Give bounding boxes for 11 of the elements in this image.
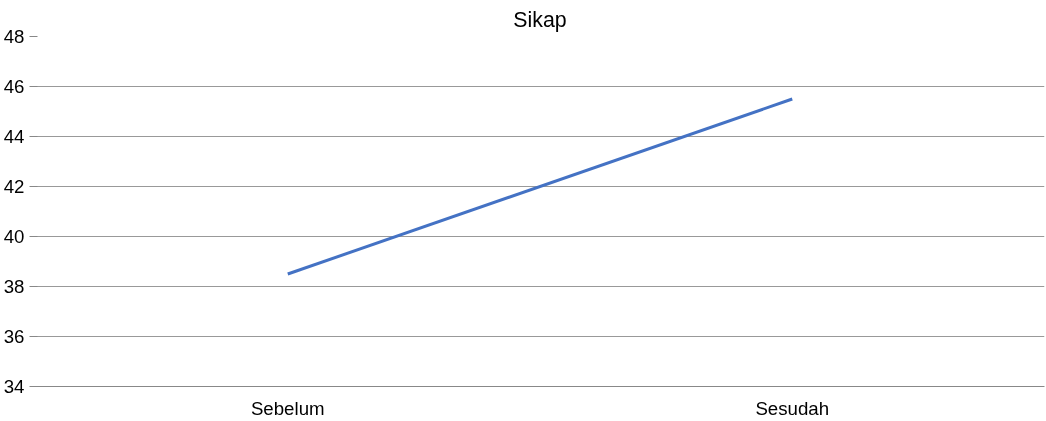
x-tick-label: Sesudah (755, 397, 830, 419)
y-tick-label: 36 (3, 326, 25, 347)
y-tick-label: 48 (3, 26, 25, 47)
y-tick-label: 34 (3, 376, 25, 397)
x-tick-label: Sebelum (250, 397, 325, 419)
y-tick-label: 46 (3, 76, 25, 97)
y-tick-label: 44 (3, 126, 25, 147)
chart-title: Sikap (513, 7, 567, 32)
y-tick-label: 40 (3, 226, 25, 247)
y-tick-label: 38 (3, 276, 25, 297)
y-tick-label: 42 (3, 176, 25, 197)
